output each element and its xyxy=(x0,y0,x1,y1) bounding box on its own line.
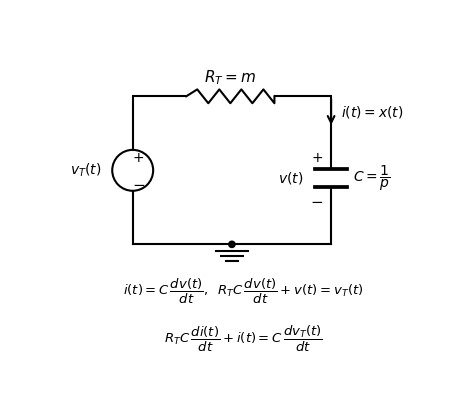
Circle shape xyxy=(229,241,235,247)
Text: $-$: $-$ xyxy=(132,176,146,191)
Text: $+$: $+$ xyxy=(311,151,323,165)
Text: $R_T = m$: $R_T = m$ xyxy=(204,68,256,87)
Text: $R_T C\,\dfrac{di(t)}{dt} + i(t) = C\,\dfrac{dv_T(t)}{dt}$: $R_T C\,\dfrac{di(t)}{dt} + i(t) = C\,\d… xyxy=(164,324,322,354)
Text: $-$: $-$ xyxy=(310,193,324,208)
Text: $v(t)$: $v(t)$ xyxy=(277,170,303,186)
Text: $i(t) = C\,\dfrac{dv(t)}{dt},\;\; R_T C\,\dfrac{dv(t)}{dt} + v(t) = v_T(t)$: $i(t) = C\,\dfrac{dv(t)}{dt},\;\; R_T C\… xyxy=(123,277,363,306)
Text: $i(t) = x(t)$: $i(t) = x(t)$ xyxy=(340,104,403,120)
Text: $C = \dfrac{1}{p}$: $C = \dfrac{1}{p}$ xyxy=(353,164,391,193)
Text: $v_T(t)$: $v_T(t)$ xyxy=(70,162,101,179)
Text: $+$: $+$ xyxy=(132,151,145,165)
